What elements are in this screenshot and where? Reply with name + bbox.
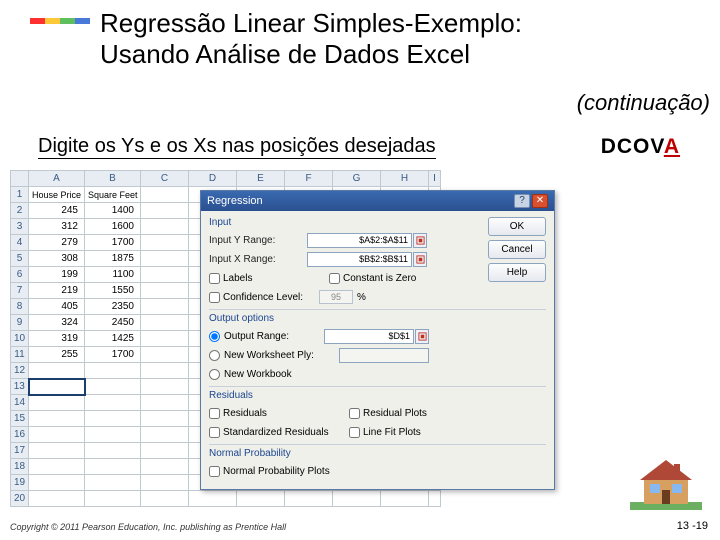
help-icon[interactable]: ? bbox=[514, 194, 530, 208]
new-worksheet-radio[interactable] bbox=[209, 350, 220, 361]
confidence-unit: % bbox=[357, 292, 366, 303]
residuals-checkbox[interactable] bbox=[209, 408, 220, 419]
instruction-text: Digite os Ys e os Xs nas posições deseja… bbox=[38, 135, 436, 159]
new-worksheet-input[interactable] bbox=[339, 348, 429, 363]
residual-plots-checkbox[interactable] bbox=[349, 408, 360, 419]
output-section-label: Output options bbox=[209, 313, 546, 324]
confidence-checkbox[interactable] bbox=[209, 292, 220, 303]
y-range-picker-icon[interactable] bbox=[413, 233, 427, 248]
output-range-input[interactable]: $D$1 bbox=[324, 329, 414, 344]
labels-cb-label: Labels bbox=[223, 273, 252, 284]
output-range-radio[interactable] bbox=[209, 331, 220, 342]
output-range-label: Output Range: bbox=[224, 331, 289, 342]
y-range-label: Input Y Range: bbox=[209, 235, 307, 246]
dcova-a: A bbox=[664, 135, 680, 158]
regression-dialog: Regression ? ✕ OK Cancel Help Input Inpu… bbox=[200, 190, 555, 490]
dialog-title-text: Regression bbox=[207, 195, 263, 207]
confidence-label: Confidence Level: bbox=[223, 292, 303, 303]
help-button[interactable]: Help bbox=[488, 263, 546, 282]
line-fit-checkbox[interactable] bbox=[349, 427, 360, 438]
ok-button[interactable]: OK bbox=[488, 217, 546, 236]
title-line2: Usando Análise de Dados Excel bbox=[100, 39, 522, 70]
normal-prob-section-label: Normal Probability bbox=[209, 448, 546, 459]
constant-zero-checkbox[interactable] bbox=[329, 273, 340, 284]
x-range-input[interactable]: $B$2:$B$11 bbox=[307, 252, 412, 267]
std-residuals-label: Standardized Residuals bbox=[223, 427, 329, 438]
y-range-input[interactable]: $A$2:$A$11 bbox=[307, 233, 412, 248]
dcova-label: DCOVA bbox=[601, 135, 680, 159]
slide-title: Regressão Linear Simples-Exemplo: Usando… bbox=[100, 8, 522, 70]
title-line1: Regressão Linear Simples-Exemplo: bbox=[100, 8, 522, 39]
new-workbook-radio[interactable] bbox=[209, 369, 220, 380]
normal-prob-checkbox[interactable] bbox=[209, 466, 220, 477]
output-range-picker-icon[interactable] bbox=[415, 329, 429, 344]
copyright-text: Copyright © 2011 Pearson Education, Inc.… bbox=[10, 522, 286, 532]
accent-bar bbox=[30, 18, 90, 24]
line-fit-label: Line Fit Plots bbox=[363, 427, 421, 438]
new-worksheet-label: New Worksheet Ply: bbox=[224, 350, 314, 361]
residual-plots-label: Residual Plots bbox=[363, 408, 427, 419]
x-range-label: Input X Range: bbox=[209, 254, 307, 265]
residuals-label: Residuals bbox=[223, 408, 267, 419]
std-residuals-checkbox[interactable] bbox=[209, 427, 220, 438]
dcova-prefix: DCOV bbox=[601, 135, 664, 158]
close-icon[interactable]: ✕ bbox=[532, 194, 548, 208]
confidence-input[interactable] bbox=[319, 290, 353, 304]
house-icon bbox=[630, 454, 702, 510]
continuation-label: (continuação) bbox=[577, 90, 710, 116]
x-range-picker-icon[interactable] bbox=[413, 252, 427, 267]
residuals-section-label: Residuals bbox=[209, 390, 546, 401]
cancel-button[interactable]: Cancel bbox=[488, 240, 546, 259]
labels-checkbox[interactable] bbox=[209, 273, 220, 284]
normal-prob-label: Normal Probability Plots bbox=[223, 466, 330, 477]
dialog-titlebar[interactable]: Regression ? ✕ bbox=[201, 191, 554, 211]
new-workbook-label: New Workbook bbox=[224, 369, 292, 380]
constant-zero-label: Constant is Zero bbox=[343, 273, 416, 284]
page-number: 13 -19 bbox=[677, 520, 708, 532]
